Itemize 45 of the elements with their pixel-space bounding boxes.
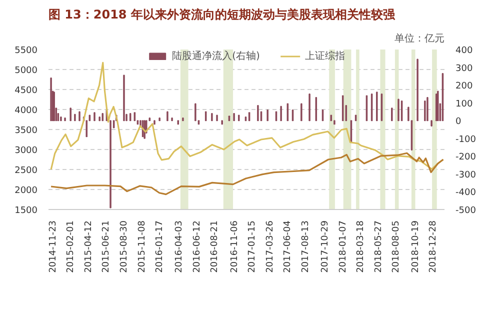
x-tick-label: 2015-08-30 — [119, 220, 130, 273]
x-tick-label: 2017-01-15 — [248, 220, 258, 273]
legend-label: 上证综指 — [304, 50, 345, 63]
y2-tick-label: 100 — [456, 99, 473, 110]
x-tick-label: 2018-12-28 — [428, 220, 439, 273]
x-tick-label: 2015-02-01 — [66, 220, 76, 273]
y-tick-label: 5000 — [14, 66, 38, 76]
x-tick-label: 2018-01-07 — [338, 220, 348, 273]
y2-tick-label: -300 — [456, 170, 476, 180]
y2-tick-label: -200 — [456, 152, 476, 163]
x-tick-label: 2018-03-18 — [356, 220, 366, 273]
y2-tick-label: 300 — [456, 64, 473, 74]
x-tick-label: 2018-08-05 — [392, 220, 402, 273]
x-tick-label: 2015-11-08 — [137, 220, 148, 273]
y2-tick-label: 0 — [456, 117, 462, 128]
y-tick-label: 4000 — [14, 106, 38, 116]
x-tick-label: 2014-11-23 — [48, 220, 58, 273]
y2-tick-label: 200 — [456, 82, 473, 92]
x-tick-label: 2016-01-17 — [155, 220, 166, 273]
legend-label: 陆股通净流入(右轴) — [172, 50, 260, 63]
y2-tick-label: -500 — [456, 206, 476, 216]
x-tick-label: 2015-04-12 — [84, 220, 94, 273]
x-tick-label: 2016-06-12 — [192, 220, 202, 273]
x-tick-label: 2017-03-26 — [265, 220, 276, 273]
x-tick-label: 2018-05-27 — [374, 220, 384, 273]
chart-title: 图 13：2018 年以来外资流向的短期波动与美股表现相关性较强 — [48, 8, 396, 22]
y2-tick-label: -400 — [456, 188, 476, 198]
y-tick-label: 2500 — [14, 166, 38, 176]
text: 单位：亿元 — [394, 32, 444, 44]
y-tick-label: 4500 — [14, 86, 38, 96]
y-tick-label: 5500 — [14, 46, 38, 56]
x-tick-label: 2017-06-04 — [283, 220, 294, 273]
y2-tick-label: 400 — [456, 46, 473, 56]
y-tick-label: 3500 — [14, 126, 38, 136]
y2-tick-label: -100 — [456, 134, 476, 145]
x-tick-label: 2015-06-21 — [102, 220, 112, 273]
x-tick-label: 2018-10-19 — [410, 220, 421, 273]
y-tick-label: 2000 — [14, 186, 38, 196]
x-tick-label: 2016-11-06 — [230, 220, 240, 273]
x-tick-label: 2017-08-13 — [300, 220, 311, 273]
y-tick-label: 3000 — [14, 146, 38, 156]
x-tick-label: 2016-08-21 — [210, 220, 220, 273]
x-tick-label: 2017-10-29 — [320, 220, 331, 273]
y-tick-label: 1500 — [14, 206, 38, 216]
x-tick-label: 2016-04-03 — [174, 220, 185, 273]
